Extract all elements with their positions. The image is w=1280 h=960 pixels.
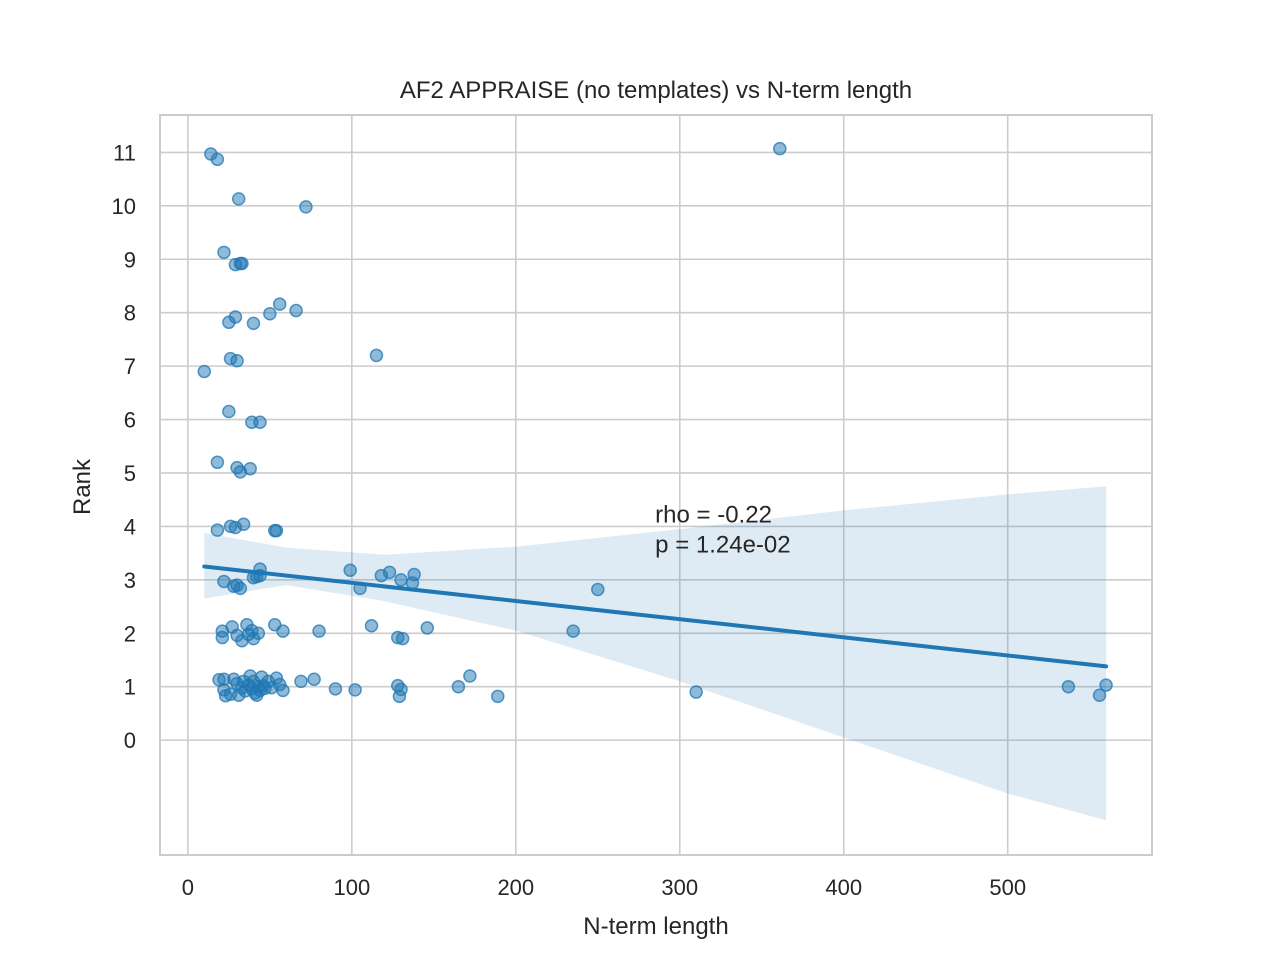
data-point [222,404,236,419]
grid [160,115,1152,855]
y-tick-label: 1 [124,675,136,700]
x-tick-labels: 0 100 200 300 400 500 [182,875,1026,900]
data-point [364,619,379,633]
data-point [231,192,246,206]
x-axis-title: N-term length [583,913,728,940]
x-tick-label: 100 [333,875,370,900]
y-tick-label: 11 [113,140,136,165]
data-point [246,316,261,331]
data-point [491,689,505,704]
data-point [294,674,308,689]
plot-border [159,114,1153,856]
x-tick-label: 0 [182,875,194,900]
y-tick-label: 6 [124,408,136,433]
confidence-band [204,486,1107,821]
data-point [307,672,321,686]
x-tick-label: 400 [825,875,862,900]
data-point [289,303,303,318]
data-point [407,567,421,582]
data-point [276,683,290,698]
data-point [272,297,287,311]
data-point [233,581,248,596]
data-point [263,307,277,321]
axes-frame [159,114,1153,856]
y-tick-label: 3 [124,568,136,593]
data-point [253,415,267,429]
x-tick-label: 500 [989,875,1026,900]
y-tick-label: 4 [124,514,136,539]
data-point [215,630,230,645]
chart-title: AF2 APPRAISE (no templates) vs N-term le… [400,77,912,104]
data-point [566,624,580,638]
y-tick-label: 2 [124,621,136,646]
data-point [233,465,248,479]
y-tick-label: 5 [124,461,136,486]
y-tick-label: 0 [124,728,136,753]
data-point [591,582,605,597]
data-point [269,523,284,538]
data-point [382,565,397,580]
data-point [276,624,290,638]
data-point [689,685,703,699]
annotation-p-value: p = 1.24e-02 [655,531,790,558]
data-point [210,455,225,470]
data-point [463,669,477,683]
data-point [348,683,362,697]
data-point [217,245,231,260]
y-tick-label: 8 [124,301,136,326]
data-point [773,141,787,156]
data-point [328,682,343,696]
data-point [1099,678,1113,692]
data-point [395,631,410,646]
regression-line [202,564,1109,669]
data-point [343,563,357,577]
data-point [235,256,249,271]
data-point [236,517,251,532]
data-point [392,689,407,704]
y-tick-labels: 0 1 2 3 4 5 6 7 8 9 10 11 [112,140,136,753]
data-point [251,626,266,641]
data-point [451,679,466,694]
data-point [210,152,225,167]
data-point [1061,679,1076,694]
y-tick-label: 10 [112,194,136,219]
y-tick-label: 9 [124,247,136,272]
regression-line-layer [202,564,1109,669]
data-point [299,200,313,214]
data-point [420,621,435,635]
y-tick-label: 7 [124,354,136,379]
x-tick-label: 300 [661,875,698,900]
data-point [1092,688,1107,702]
y-axis-title: Rank [69,458,96,515]
data-point [197,364,212,379]
data-point [369,348,384,363]
data-point [210,523,225,537]
data-point [394,573,408,587]
confidence-band-layer [204,486,1107,821]
annotation-rho: rho = -0.22 [655,501,772,528]
data-point [312,624,326,638]
data-point [222,315,236,330]
data-point [230,354,244,368]
x-tick-label: 200 [497,875,534,900]
